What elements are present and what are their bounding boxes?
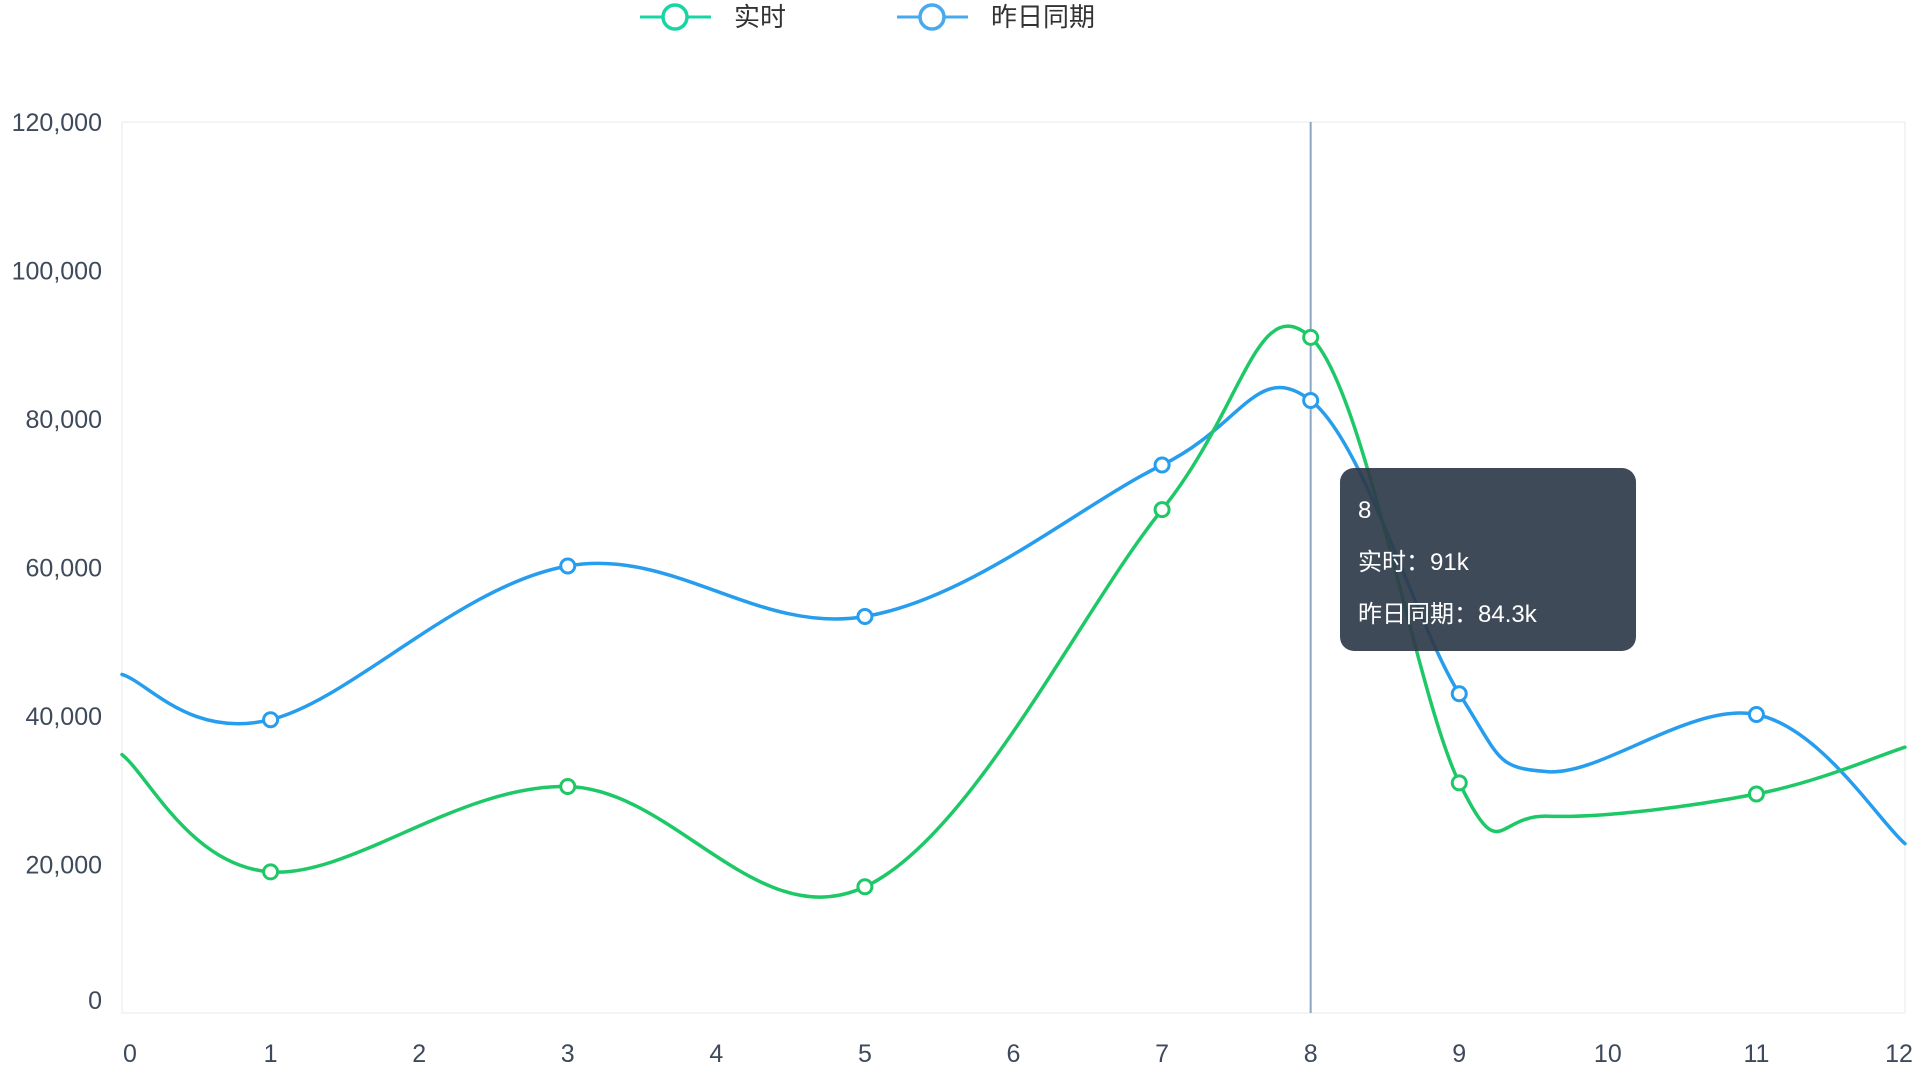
tooltip-row: 实时：91k — [1358, 549, 1470, 576]
tooltip-title: 8 — [1358, 497, 1371, 524]
series-line — [122, 326, 1905, 897]
x-tick-label: 2 — [412, 1040, 426, 1068]
x-tick-label: 3 — [561, 1040, 575, 1068]
data-point[interactable] — [1749, 708, 1763, 722]
series-line — [122, 387, 1905, 843]
data-point[interactable] — [1304, 330, 1318, 344]
y-tick-label: 60,000 — [26, 555, 102, 583]
tooltip-row: 昨日同期：84.3k — [1358, 601, 1538, 628]
x-tick-label: 11 — [1743, 1040, 1769, 1068]
data-point[interactable] — [1304, 393, 1318, 407]
x-tick-label: 10 — [1594, 1040, 1622, 1068]
data-point[interactable] — [264, 713, 278, 727]
legend-item[interactable]: 实时 — [640, 2, 786, 32]
data-point[interactable] — [561, 559, 575, 573]
y-tick-label: 0 — [88, 987, 102, 1015]
data-point[interactable] — [1452, 687, 1466, 701]
y-tick-label: 20,000 — [26, 852, 102, 880]
x-tick-label: 4 — [709, 1040, 723, 1068]
plot-frame — [122, 122, 1905, 1013]
data-point[interactable] — [1155, 458, 1169, 472]
legend-marker — [663, 5, 687, 29]
legend-label: 昨日同期 — [991, 2, 1095, 32]
data-point[interactable] — [858, 610, 872, 624]
legend-label: 实时 — [734, 2, 786, 32]
legend-marker — [920, 5, 944, 29]
data-point[interactable] — [1452, 776, 1466, 790]
data-point[interactable] — [561, 780, 575, 794]
tooltip: 8 实时：91k 昨日同期：84.3k — [1340, 468, 1636, 651]
legend-item[interactable]: 昨日同期 — [897, 2, 1095, 32]
x-tick-label: 12 — [1885, 1040, 1913, 1068]
data-point[interactable] — [858, 880, 872, 894]
x-tick-label: 7 — [1155, 1040, 1169, 1068]
x-tick-label: 9 — [1452, 1040, 1466, 1068]
x-tick-label: 6 — [1007, 1040, 1021, 1068]
x-tick-label: 5 — [858, 1040, 872, 1068]
y-tick-label: 40,000 — [26, 703, 102, 731]
x-tick-label: 0 — [123, 1040, 137, 1068]
data-point[interactable] — [264, 865, 278, 879]
data-point[interactable] — [1155, 503, 1169, 517]
x-tick-label: 8 — [1304, 1040, 1318, 1068]
data-point[interactable] — [1749, 787, 1763, 801]
y-tick-label: 120,000 — [12, 109, 102, 137]
x-tick-label: 1 — [264, 1040, 278, 1068]
y-tick-label: 100,000 — [12, 258, 102, 286]
y-tick-label: 80,000 — [26, 406, 102, 434]
